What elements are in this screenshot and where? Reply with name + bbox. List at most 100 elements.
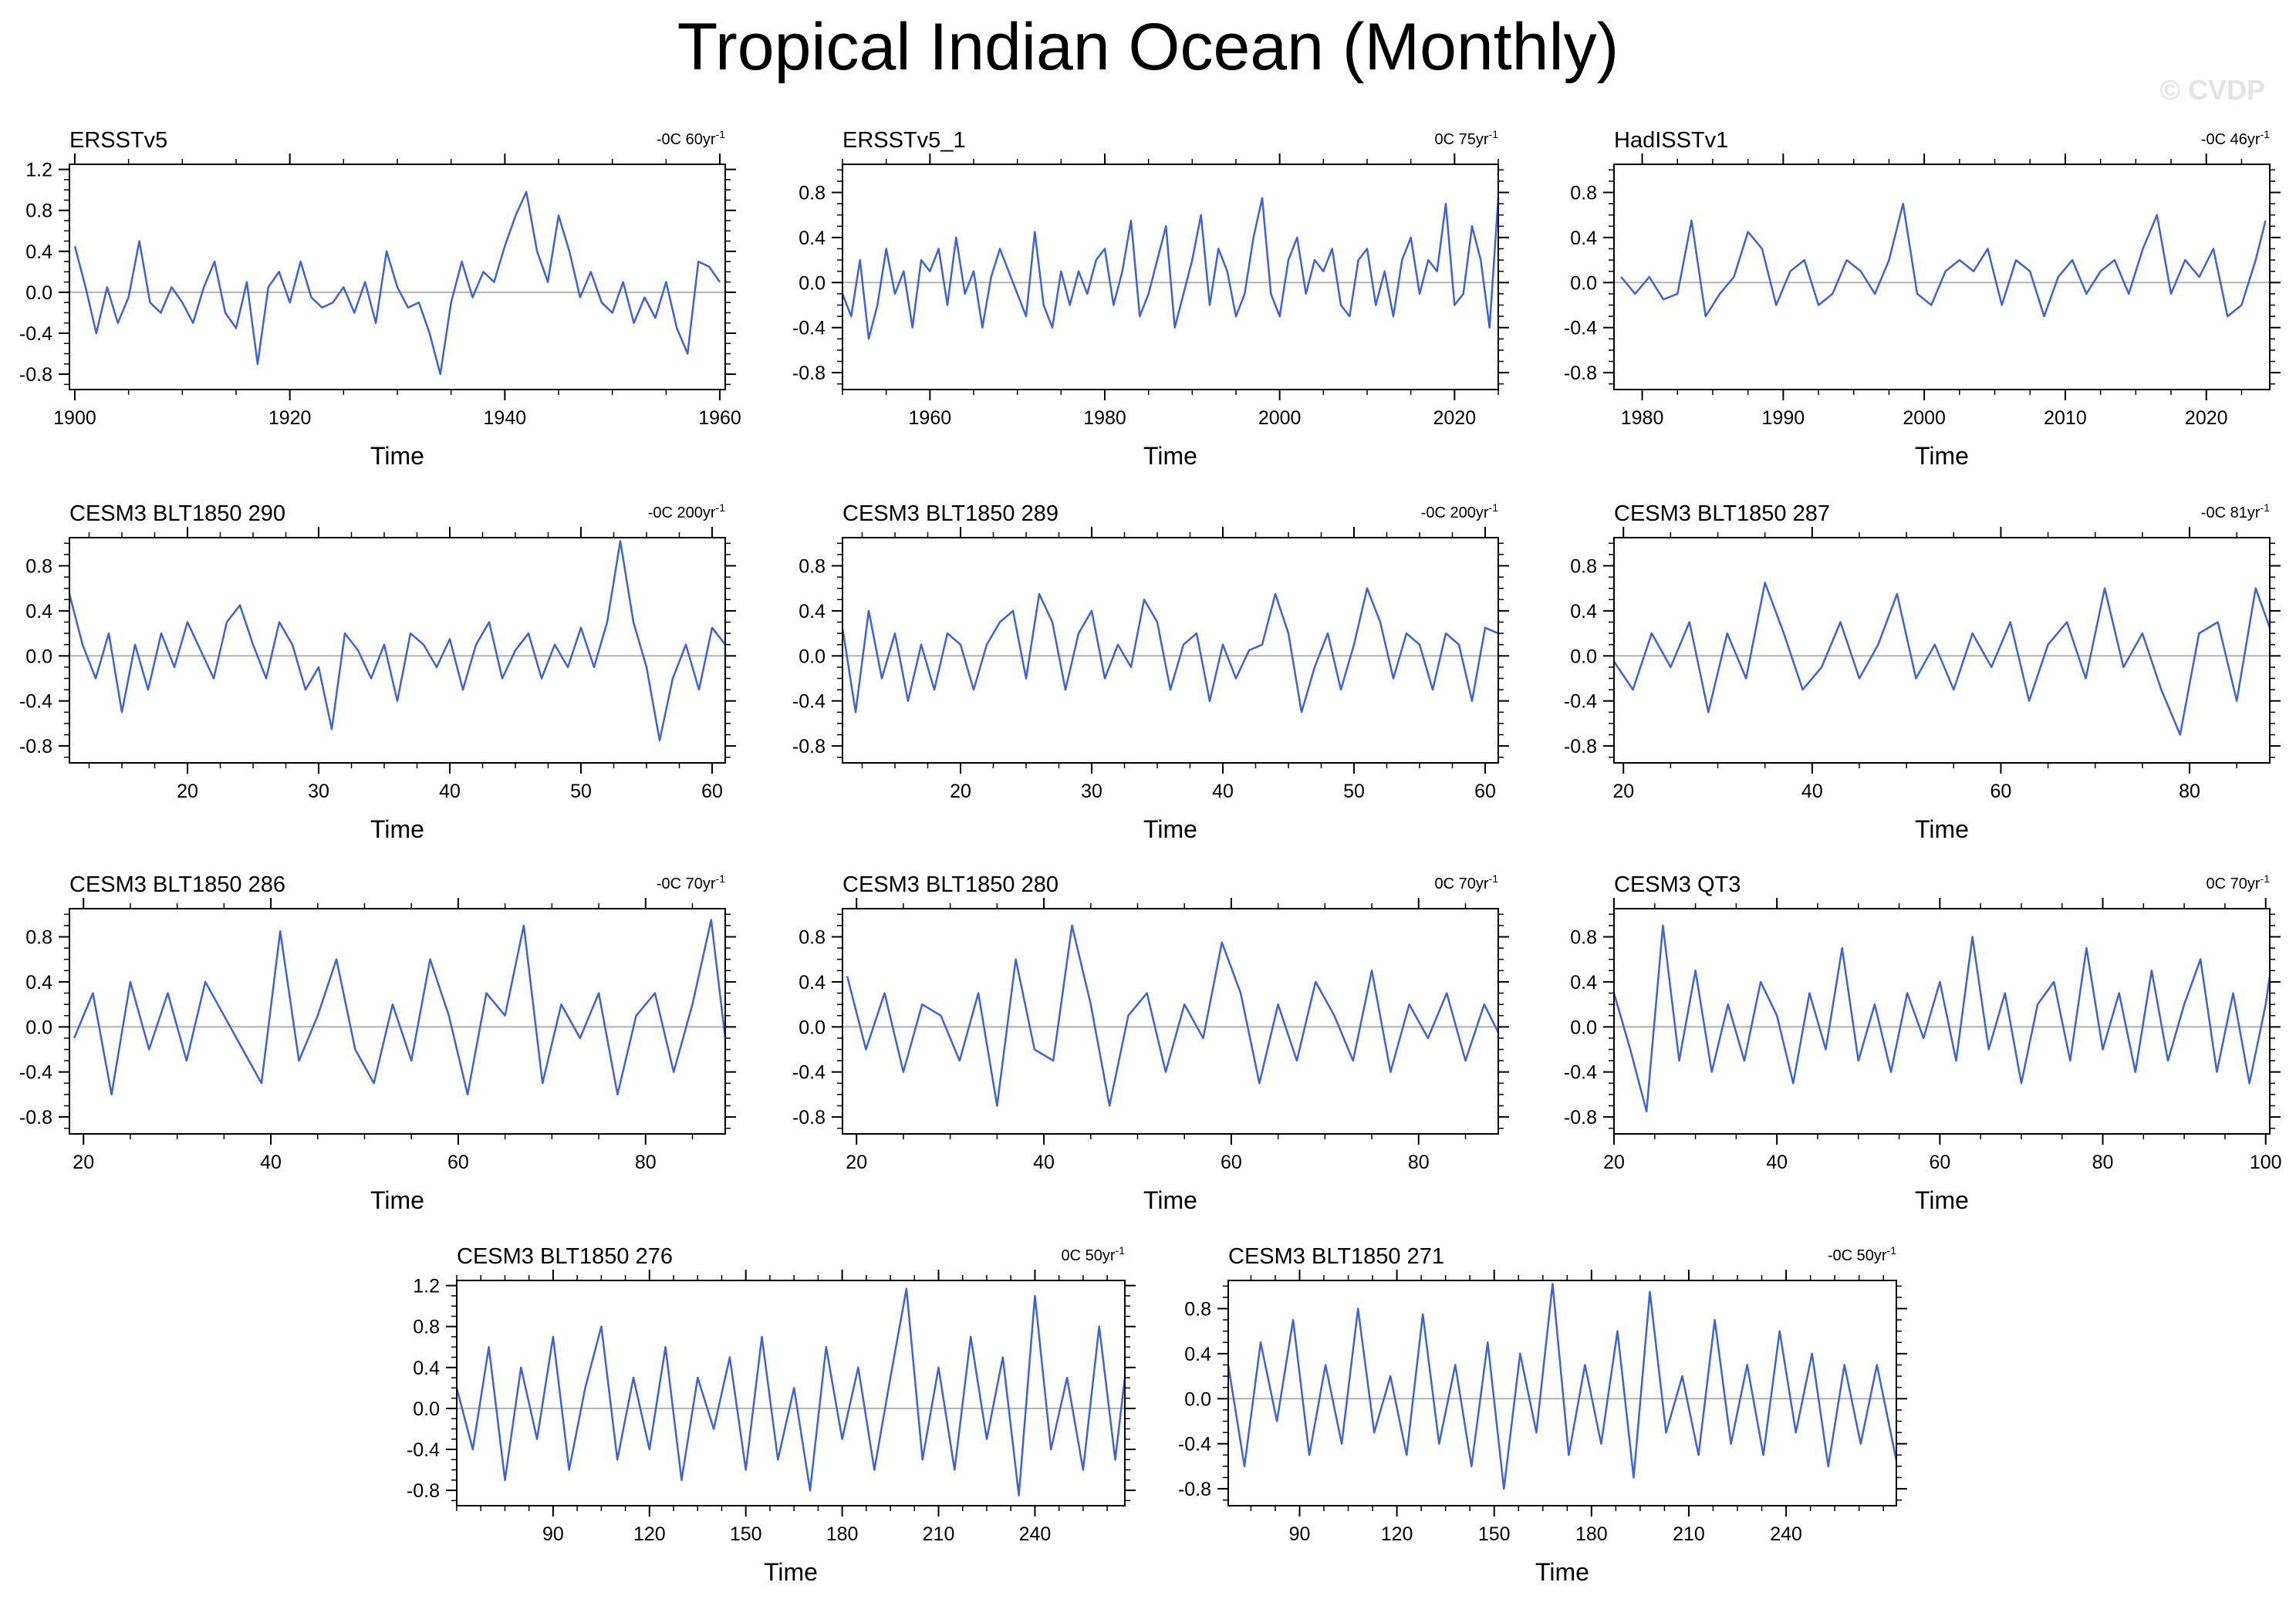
chart-panel: -0.8 -0.4 0.0 0.4 0.8 20 30 40 50 60 Time CESM3 BLT… (19, 501, 736, 843)
x-tick-label: 1940 (484, 407, 527, 429)
y-tick-label: -0.8 (19, 1107, 52, 1129)
y-tick-label: 0.8 (1184, 1299, 1211, 1321)
y-tick-label: -0.4 (1564, 691, 1597, 713)
y-tick-label: 0.0 (1184, 1388, 1211, 1410)
x-tick-label: 2000 (1903, 407, 1946, 429)
trend-exponent: -1 (1887, 1244, 1897, 1257)
x-tick-label: 90 (1289, 1523, 1311, 1545)
trend-exponent: -1 (2261, 501, 2271, 514)
plot-frame (1613, 537, 2271, 764)
chart-panel: -0.8 -0.4 0.0 0.4 0.8 1980 1990 2000 2010 2020 Tim… (1564, 128, 2281, 470)
trend-text: 0C 70yr (2207, 875, 2261, 892)
x-tick-label: 1920 (268, 407, 312, 429)
watermark: © CVDP (2159, 74, 2265, 106)
chart-panel: -0.8 -0.4 0.0 0.4 0.8 1960 1980 2000 2020 Time ERS… (792, 128, 1509, 470)
series-line (841, 197, 1500, 340)
trend-text: -0C 200yr (648, 504, 716, 521)
trend-label: -0C 200yr-1 (648, 501, 725, 521)
x-tick-label: 2020 (1433, 407, 1477, 429)
trend-exponent: -1 (1489, 128, 1499, 140)
plot-frame (1613, 908, 2271, 1135)
trend-text: 0C 50yr (1062, 1247, 1116, 1264)
series-line (841, 587, 1499, 714)
x-axis-label: Time (1143, 1186, 1197, 1214)
panel-title: CESM3 BLT1850 286 (69, 872, 285, 897)
series-line (455, 1287, 1126, 1496)
y-tick-label: -0.4 (792, 691, 826, 713)
trend-exponent: -1 (1116, 1244, 1126, 1257)
y-tick-label: -0.4 (19, 1062, 52, 1084)
y-tick-label: -0.4 (19, 323, 52, 345)
trend-text: 0C 70yr (1435, 875, 1489, 892)
y-tick-label: 0.0 (1570, 272, 1597, 294)
y-tick-label: -0.8 (1564, 363, 1597, 384)
y-tick-label: -0.8 (19, 364, 52, 386)
x-tick-label: 20 (846, 1152, 867, 1173)
y-tick-label: -0.4 (407, 1439, 440, 1461)
series-line (846, 924, 1500, 1107)
y-tick-label: -0.4 (1564, 1062, 1597, 1084)
x-tick-label: 20 (73, 1152, 94, 1173)
y-tick-label: 0.4 (25, 972, 52, 994)
chart-panel: -0.8 -0.4 0.0 0.4 0.8 20 30 40 50 60 Time CESM3 BLT… (792, 501, 1509, 843)
x-tick-label: 1960 (698, 407, 741, 429)
x-tick-label: 150 (730, 1523, 762, 1545)
trend-label: -0C 50yr-1 (1828, 1244, 1896, 1264)
plot-frame (1613, 164, 2271, 390)
x-tick-label: 80 (2092, 1152, 2114, 1173)
x-axis-label: Time (370, 442, 424, 470)
x-tick-label: 30 (308, 781, 329, 802)
x-tick-label: 80 (2179, 781, 2200, 802)
trend-label: 0C 50yr-1 (1062, 1244, 1126, 1264)
trend-text: 0C 75yr (1435, 131, 1489, 148)
y-tick-label: 0.0 (413, 1398, 440, 1420)
trend-label: -0C 81yr-1 (2201, 501, 2270, 521)
x-tick-label: 40 (1212, 781, 1234, 802)
chart-panel: -0.8 -0.4 0.0 0.4 0.8 20 40 60 80 Time CESM3 BLT18… (19, 872, 736, 1214)
trend-exponent: -1 (1489, 872, 1499, 885)
x-tick-label: 90 (542, 1523, 564, 1545)
x-axis-label: Time (1915, 815, 1969, 843)
x-tick-label: 240 (1770, 1523, 1802, 1545)
panel-title: CESM3 BLT1850 290 (69, 501, 285, 526)
trend-text: -0C 46yr (2201, 131, 2261, 148)
plot-frame (456, 1280, 1126, 1506)
x-tick-label: 80 (1408, 1152, 1430, 1173)
trend-exponent: -1 (1489, 501, 1499, 514)
x-axis-label: Time (370, 1186, 424, 1214)
y-tick-label: 0.0 (799, 1017, 826, 1038)
y-tick-label: 0.4 (799, 601, 826, 622)
trend-label: 0C 70yr-1 (1435, 872, 1499, 892)
trend-label: -0C 200yr-1 (1421, 501, 1498, 521)
y-tick-label: 0.0 (799, 272, 826, 294)
series-line (73, 919, 727, 1096)
trend-text: -0C 200yr (1421, 504, 1489, 521)
chart-panel: -0.8 -0.4 0.0 0.4 0.8 20 40 60 80 Time CESM3 BLT18… (1564, 501, 2281, 843)
x-tick-label: 120 (633, 1523, 666, 1545)
trend-exponent: -1 (716, 128, 726, 140)
x-tick-label: 40 (1766, 1152, 1788, 1173)
x-tick-label: 180 (1575, 1523, 1608, 1545)
trend-text: -0C 60yr (657, 131, 716, 148)
x-tick-label: 60 (1990, 781, 2012, 802)
x-tick-label: 240 (1019, 1523, 1052, 1545)
trend-exponent: -1 (2261, 128, 2271, 140)
panel-title: ERSSTv5_1 (842, 128, 966, 153)
x-tick-label: 2010 (2044, 407, 2087, 429)
y-tick-label: -0.8 (407, 1480, 440, 1502)
y-tick-label: -0.8 (19, 736, 52, 757)
x-tick-label: 20 (1603, 1152, 1625, 1173)
x-tick-label: 50 (1343, 781, 1365, 802)
y-tick-label: 0.0 (25, 282, 52, 304)
trend-text: -0C 81yr (2201, 504, 2261, 521)
y-tick-label: -0.8 (1178, 1479, 1211, 1500)
x-tick-label: 1990 (1762, 407, 1805, 429)
x-tick-label: 120 (1381, 1523, 1413, 1545)
panel-title: CESM3 QT3 (1614, 872, 1741, 897)
trend-label: -0C 70yr-1 (657, 872, 725, 892)
y-tick-label: 0.8 (799, 556, 826, 578)
trend-exponent: -1 (2261, 872, 2271, 885)
panel-title: ERSSTv5 (69, 128, 167, 153)
series-line (1227, 1283, 1898, 1490)
chart-panel: -0.8 -0.4 0.0 0.4 0.8 1.2 90 120 150 180 210 240 Tim… (407, 1244, 1136, 1586)
